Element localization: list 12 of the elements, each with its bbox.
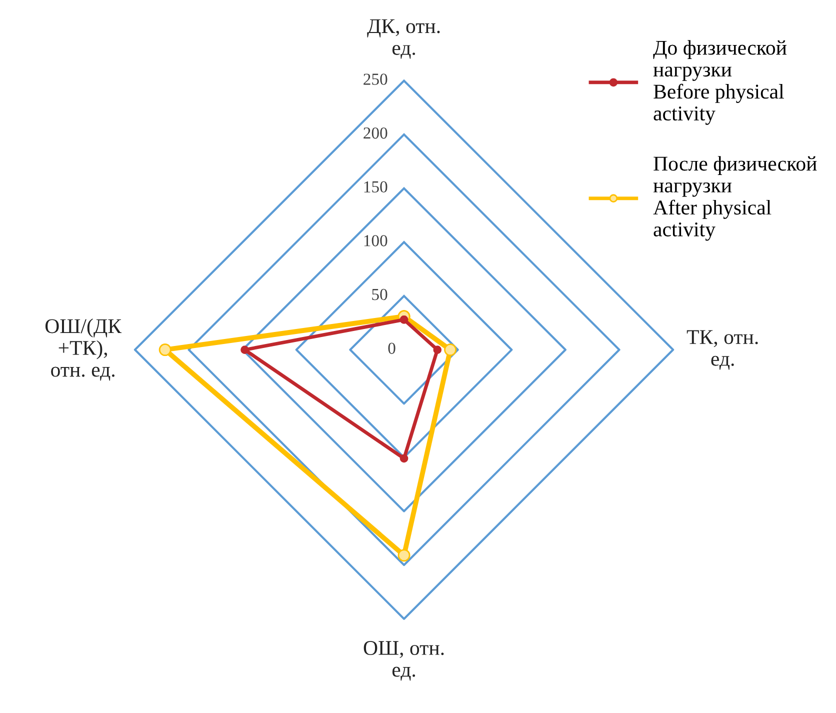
y-tick-label: 200	[364, 127, 388, 139]
spoke-label: ДК, отн. ед.	[367, 19, 440, 59]
y-tick-label: 250	[364, 74, 388, 85]
spoke-label: ОШ/(ДК +ТК), отн. ед.	[45, 318, 122, 381]
y-tick-label: 50	[372, 288, 388, 300]
y-tick-label: 150	[364, 181, 388, 193]
spoke-label: ОШ, отн. ед.	[364, 641, 444, 681]
spoke-label: ТК, отн. ед.	[686, 330, 758, 370]
legend-label: После физической нагрузки After physical activity	[653, 156, 817, 241]
y-tick-label: 100	[364, 235, 388, 246]
y-tick-label: 0	[388, 342, 396, 354]
legend-label: До физической нагрузки Before physical activity	[653, 40, 787, 125]
